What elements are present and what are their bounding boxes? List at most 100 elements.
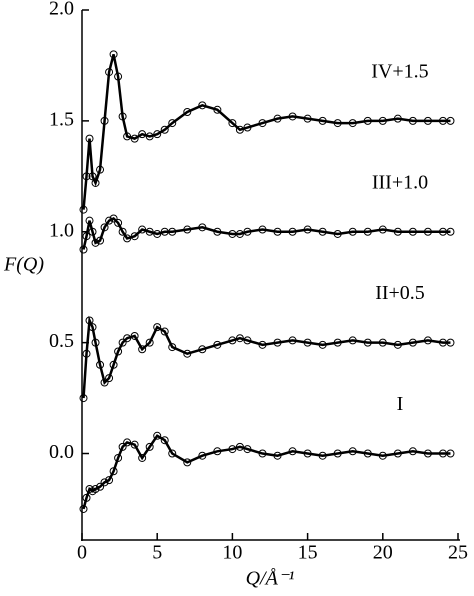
data-point	[258, 225, 267, 234]
data-point	[130, 440, 139, 449]
fit-line	[82, 54, 451, 210]
x-tick-label: 20	[373, 542, 393, 564]
data-point	[363, 227, 372, 236]
data-point	[79, 205, 88, 214]
y-tick-label: 0.0	[49, 441, 74, 463]
data-point	[85, 216, 94, 225]
data-point	[123, 234, 132, 243]
data-point	[198, 223, 207, 232]
data-point	[438, 116, 447, 125]
data-point	[446, 227, 455, 236]
data-point	[243, 123, 252, 132]
data-point	[348, 336, 357, 345]
data-point	[79, 504, 88, 513]
data-point	[100, 478, 109, 487]
data-point	[105, 374, 114, 383]
data-point	[85, 134, 94, 143]
data-point	[138, 130, 147, 139]
data-point	[105, 216, 114, 225]
data-point	[258, 449, 267, 458]
data-point	[318, 116, 327, 125]
data-point	[109, 467, 118, 476]
data-point	[198, 451, 207, 460]
fit-line	[82, 315, 451, 399]
data-point	[303, 225, 312, 234]
data-point	[258, 119, 267, 128]
fit-line	[82, 434, 451, 510]
data-point	[123, 438, 132, 447]
data-point	[333, 449, 342, 458]
data-point	[130, 232, 139, 241]
data-point	[138, 453, 147, 462]
data-point	[183, 225, 192, 234]
data-point	[183, 108, 192, 117]
data-point	[213, 227, 222, 236]
data-point	[91, 238, 100, 247]
data-point	[348, 227, 357, 236]
data-point	[82, 349, 91, 358]
data-point	[378, 338, 387, 347]
data-point	[130, 331, 139, 340]
data-point	[96, 165, 105, 174]
data-point	[118, 227, 127, 236]
data-point	[82, 493, 91, 502]
data-point	[153, 323, 162, 332]
y-tick-label: 1.0	[49, 219, 74, 241]
x-tick-label: 10	[222, 542, 242, 564]
data-point	[105, 68, 114, 77]
data-point	[438, 227, 447, 236]
data-point	[160, 436, 169, 445]
fit-line	[82, 216, 451, 250]
x-tick-label: 15	[298, 542, 318, 564]
data-point	[318, 451, 327, 460]
data-point	[378, 225, 387, 234]
data-point	[100, 223, 109, 232]
data-point	[273, 114, 282, 123]
data-point	[145, 338, 154, 347]
data-point	[88, 227, 97, 236]
data-point	[109, 50, 118, 59]
data-point	[273, 227, 282, 236]
data-point	[408, 227, 417, 236]
data-point	[363, 116, 372, 125]
y-tick-label: 1.5	[49, 108, 74, 130]
data-point	[408, 447, 417, 456]
data-point	[446, 338, 455, 347]
data-point	[423, 449, 432, 458]
data-point	[100, 378, 109, 387]
data-point	[100, 116, 109, 125]
data-point	[160, 327, 169, 336]
data-point	[114, 347, 123, 356]
data-point	[318, 340, 327, 349]
data-point	[88, 323, 97, 332]
data-point	[228, 119, 237, 128]
data-point	[273, 338, 282, 347]
data-point	[235, 229, 244, 238]
data-point	[198, 101, 207, 110]
data-point	[96, 360, 105, 369]
data-point	[168, 119, 177, 128]
data-point	[105, 476, 114, 485]
data-point	[88, 172, 97, 181]
data-point	[303, 338, 312, 347]
data-point	[228, 336, 237, 345]
data-point	[160, 227, 169, 236]
data-point	[145, 442, 154, 451]
data-point	[243, 445, 252, 454]
data-point	[243, 227, 252, 236]
data-point	[96, 236, 105, 245]
data-point	[235, 442, 244, 451]
data-point	[79, 394, 88, 403]
data-point	[160, 125, 169, 134]
data-point	[145, 132, 154, 141]
data-point	[153, 229, 162, 238]
data-point	[118, 112, 127, 121]
data-point	[393, 114, 402, 123]
data-point	[118, 338, 127, 347]
curve-label: III+1.0	[372, 171, 428, 193]
data-point	[82, 232, 91, 241]
data-point	[393, 227, 402, 236]
data-point	[114, 453, 123, 462]
data-point	[91, 484, 100, 493]
data-point	[153, 431, 162, 440]
